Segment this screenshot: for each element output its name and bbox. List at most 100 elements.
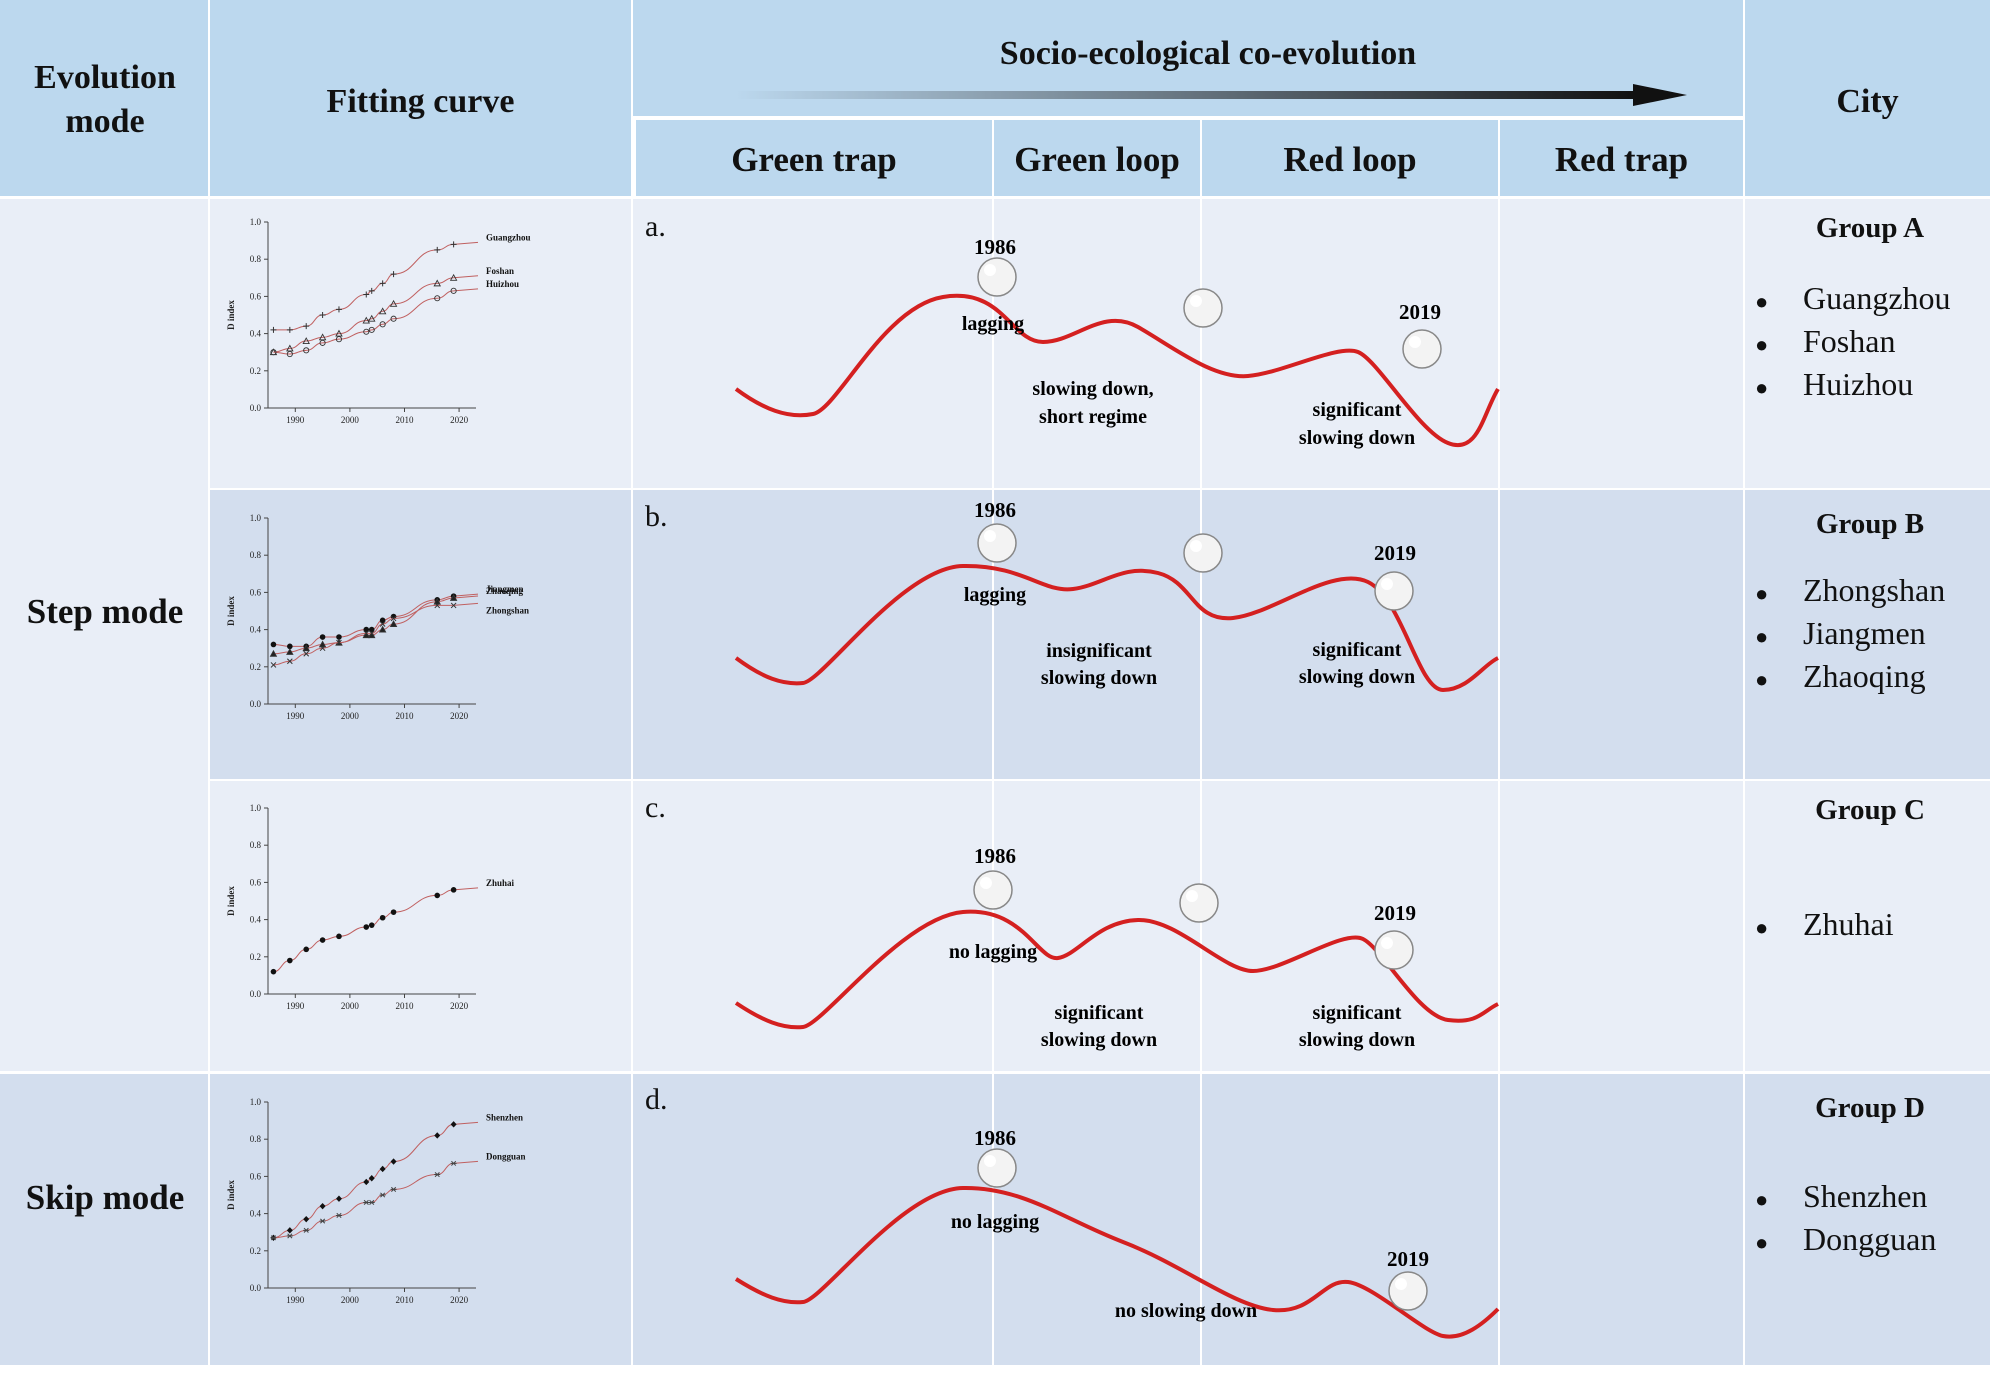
- panel-label-b: b.: [645, 500, 668, 533]
- data-point: [434, 295, 441, 302]
- y-axis-label: D index: [226, 1180, 236, 1210]
- x-tick-label: 2010: [395, 415, 414, 425]
- y-tick-label: 0.8: [250, 254, 262, 264]
- landscape-text-b: 1986 lagging 2019 insignificant slowing …: [964, 498, 1416, 689]
- x-tick-label: 1990: [286, 415, 305, 425]
- y-tick-label: 0.2: [250, 662, 261, 672]
- data-point: [286, 344, 294, 352]
- row-c-city-cell: [1745, 781, 1990, 1071]
- row-b-chart-cell: [210, 490, 631, 779]
- skip-mode-cell: [0, 1074, 208, 1365]
- data-point: [434, 1132, 441, 1139]
- x-tick-label: 1990: [286, 711, 305, 721]
- y-tick-label: 0.8: [250, 550, 262, 560]
- data-point: [303, 946, 310, 953]
- ball-start-c: [973, 870, 1013, 910]
- data-point: [379, 914, 386, 921]
- data-point: [434, 1171, 441, 1178]
- data-point: [450, 887, 457, 893]
- data-point: [379, 321, 386, 328]
- data-point: [336, 634, 342, 640]
- data-point: [379, 617, 386, 624]
- data-point: [433, 279, 442, 287]
- city-name: Zhaoqing: [1803, 658, 1926, 694]
- data-point: [379, 280, 386, 287]
- data-point: [286, 1227, 293, 1234]
- y-tick-label: 1.0: [250, 217, 262, 227]
- data-point: [303, 323, 310, 330]
- landscape-curve-b: [734, 563, 1499, 693]
- x-tick-label: 1990: [286, 1001, 305, 1011]
- fitted-curve: [273, 1160, 479, 1239]
- middle-text-a1: slowing down,: [1032, 378, 1153, 400]
- middle-text-b2: slowing down: [1041, 667, 1157, 689]
- data-point: [449, 594, 458, 601]
- year-end-d: 2019: [1387, 1247, 1429, 1271]
- header-socio-ecological: Socio-ecological co-evolution: [999, 35, 1417, 72]
- data-point: [378, 625, 387, 633]
- panel-label-c: c.: [645, 791, 666, 824]
- x-tick-label: 2020: [450, 415, 469, 425]
- lag-text-c: no lagging: [949, 941, 1037, 963]
- data-point: [363, 1199, 370, 1205]
- landscape-text-c: 1986 no lagging 2019 significant slowing…: [949, 844, 1416, 1051]
- landscape-curve-c: [734, 909, 1499, 1030]
- city-item: ● Zhuhai: [1755, 906, 1894, 942]
- city-item: ● Shenzhen: [1755, 1178, 1928, 1214]
- y-axis-label: D index: [226, 596, 236, 626]
- city-item: ● Zhongshan: [1755, 572, 1946, 608]
- y-tick-label: 0.8: [250, 1134, 262, 1144]
- landscape-text-d: 1986 no lagging 2019 no slowing down: [951, 1126, 1429, 1322]
- data-point: [363, 630, 370, 637]
- x-tick-label: 2010: [395, 1295, 414, 1305]
- city-name: Shenzhen: [1803, 1178, 1928, 1214]
- city-name: Zhongshan: [1803, 572, 1946, 608]
- row-a-chart-cell: [210, 199, 631, 488]
- data-point: [302, 337, 310, 344]
- row-c-chart-cell: [210, 781, 631, 1071]
- landscape-curve-d: [734, 1185, 1500, 1339]
- header-evolution-mode-cell: [0, 0, 208, 196]
- y-tick-label: 0.6: [250, 1171, 262, 1181]
- data-point: [269, 649, 278, 657]
- fitted-curve: [273, 887, 479, 973]
- y-tick-label: 1.0: [250, 1097, 262, 1107]
- panel-label-d: d.: [645, 1083, 668, 1116]
- data-point: [319, 1202, 326, 1210]
- fitted-curve: [273, 275, 479, 353]
- header-fitting-curve: Fitting curve: [326, 83, 515, 120]
- year-start-c: 1986: [974, 844, 1016, 868]
- data-point: [450, 241, 457, 248]
- x-tick-label: 2020: [450, 1001, 469, 1011]
- data-point: [449, 273, 458, 281]
- x-tick-label: 2010: [395, 711, 414, 721]
- right-text-a1: significant: [1313, 399, 1402, 421]
- x-tick-label: 2020: [450, 1295, 469, 1305]
- data-point: [319, 339, 326, 346]
- city-item: ● Zhaoqing: [1755, 658, 1926, 694]
- ball-start-a: [977, 257, 1017, 297]
- middle-text-c2: slowing down: [1041, 1029, 1157, 1051]
- lag-text-a: lagging: [962, 313, 1024, 335]
- x-tick-label: 2000: [341, 415, 360, 425]
- data-point: [368, 630, 375, 637]
- ball-start-d: [977, 1148, 1017, 1188]
- data-point: [335, 1195, 342, 1202]
- data-point: [303, 650, 310, 657]
- y-tick-label: 1.0: [250, 803, 262, 813]
- y-tick-label: 0.0: [250, 699, 262, 709]
- data-point: [379, 1165, 386, 1173]
- city-name: Jiangmen: [1803, 615, 1926, 651]
- landscape-a: [734, 293, 1500, 448]
- data-point: [390, 909, 397, 915]
- fitting-chart-b: 0.0 0.2 0.4 0.6 0.8 1.0 1990 2000 2010 2020 D inde…: [226, 513, 529, 721]
- data-point: [319, 312, 326, 318]
- fitting-chart-c: 0.0 0.2 0.4 0.6 0.8 1.0 1990 2000 2010 2020 D inde…: [226, 803, 515, 1011]
- series-label: Shenzhen: [486, 1112, 523, 1122]
- ball-end-a: [1402, 329, 1442, 369]
- data-point: [362, 316, 371, 324]
- right-text-b2: slowing down: [1299, 666, 1415, 688]
- y-tick-label: 0.0: [250, 1283, 262, 1293]
- right-text-b1: significant: [1313, 639, 1402, 661]
- city-name: Zhuhai: [1803, 906, 1894, 942]
